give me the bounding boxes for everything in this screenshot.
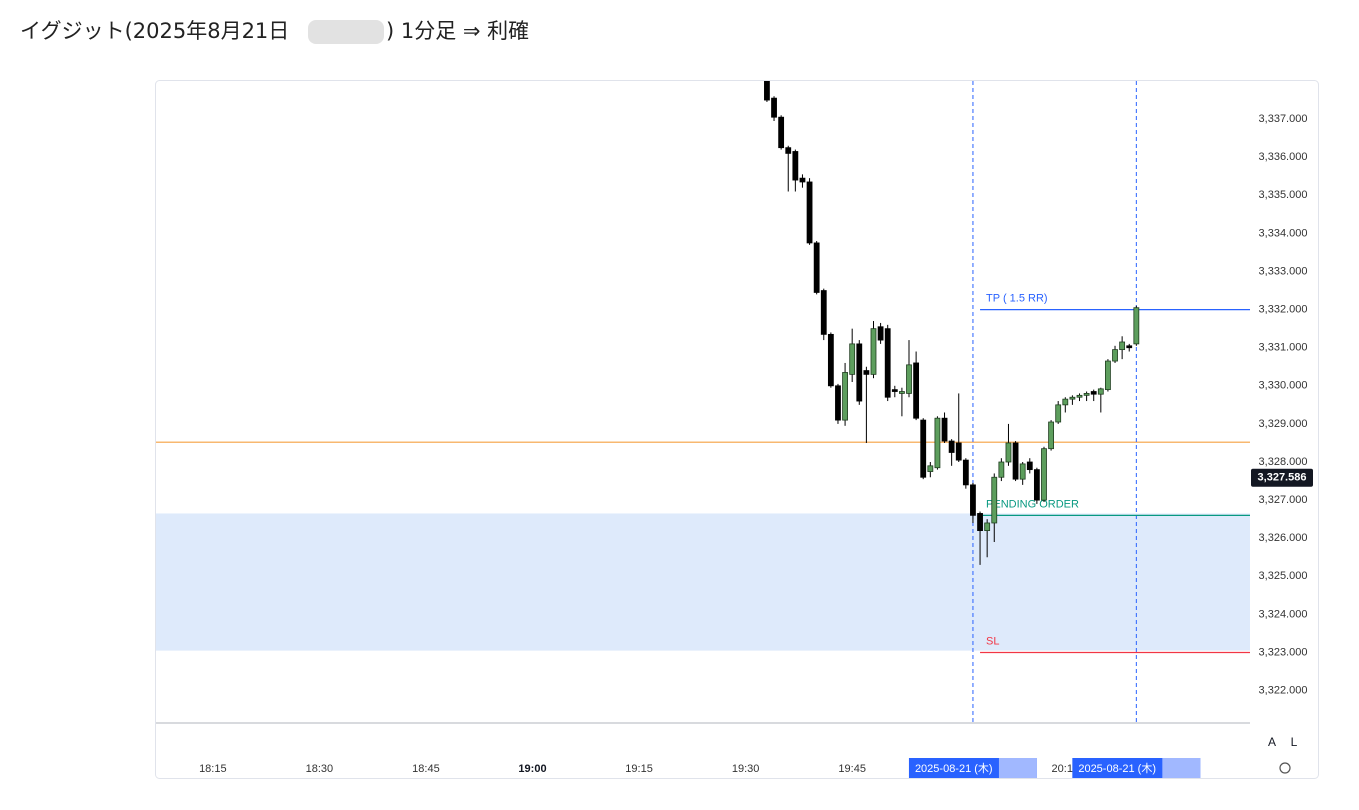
candle-up [1119, 341, 1126, 351]
candle-up [1048, 421, 1054, 450]
candle-down [771, 97, 777, 118]
candle-up [927, 465, 934, 472]
candle-down [835, 385, 841, 421]
y-tick-label: 3,325.000 [1259, 570, 1308, 582]
candle-up [1112, 349, 1118, 362]
order-label: SL [986, 635, 999, 647]
candle-up [1097, 388, 1104, 395]
y-tick-label: 3,322.000 [1259, 685, 1308, 697]
candle-down [785, 147, 792, 154]
candle-down [764, 81, 770, 101]
price-box [1251, 468, 1313, 487]
x-tick-label: 18:15 [199, 763, 227, 775]
y-tick-label: 3,330.000 [1259, 380, 1308, 392]
scale-button[interactable]: A [1268, 735, 1276, 749]
price-label: 3,327.586 [1258, 472, 1307, 484]
order-label: TP ( 1.5 RR) [986, 293, 1048, 305]
candle-down [1126, 345, 1133, 349]
y-tick-label: 3,323.000 [1259, 646, 1308, 658]
x-tick-label: 19:00 [518, 763, 546, 775]
candle-down [962, 459, 969, 486]
candle-down [799, 177, 806, 183]
y-tick-label: 3,324.000 [1259, 608, 1308, 620]
plot: TP ( 1.5 RR) PENDING ORDER SL [156, 81, 1250, 723]
blurred-text [308, 20, 384, 44]
y-tick-label: 3,326.000 [1259, 532, 1308, 544]
candle-up [1062, 398, 1069, 406]
candle-down [913, 362, 920, 419]
candle-up [906, 364, 912, 394]
candle-up [1133, 307, 1140, 345]
candle-down [806, 181, 813, 244]
candle-up [870, 328, 877, 375]
candle-up [1055, 404, 1062, 423]
candle-down [891, 389, 898, 392]
order-label: PENDING ORDER [986, 498, 1079, 510]
candle-down [827, 333, 834, 387]
x-tick-label: 20:15 [1052, 763, 1080, 775]
candle-up [991, 476, 998, 524]
title-right: ) 1分足 ⇒ 利確 [386, 19, 529, 43]
y-tick-label: 3,333.000 [1259, 265, 1308, 277]
zone [156, 513, 1250, 651]
scale-button[interactable]: L [1291, 735, 1298, 749]
x-tick-label: 19:30 [732, 763, 760, 775]
x-tick-label: 19:15 [625, 763, 653, 775]
candle-down [778, 116, 785, 149]
candle-down [955, 442, 962, 461]
y-tick-label: 3,329.000 [1259, 418, 1308, 430]
candle-up [899, 391, 905, 394]
candle-up [1005, 442, 1012, 463]
candle-up [1019, 463, 1026, 480]
candle-down [1026, 461, 1033, 471]
candle-up [849, 343, 856, 375]
candle-down [856, 343, 863, 402]
candle-up [1105, 360, 1111, 391]
y-tick-label: 3,335.000 [1259, 189, 1308, 201]
candle-up [1041, 448, 1047, 501]
candle-up [1076, 394, 1083, 398]
blurred-time [1162, 758, 1201, 778]
candle-down [1090, 391, 1097, 395]
candle-up [984, 522, 991, 531]
blurred-time [998, 758, 1037, 778]
y-tick-label: 3,334.000 [1259, 227, 1308, 239]
candle-down [970, 484, 976, 516]
candle-down [941, 417, 948, 442]
candle-down [877, 326, 884, 341]
x-tick-label: 18:30 [306, 763, 334, 775]
candle-down [863, 370, 870, 375]
candle-down [920, 419, 927, 478]
candle-up [934, 417, 941, 469]
y-tick-label: 3,331.000 [1259, 342, 1308, 354]
candle-down [977, 513, 983, 531]
crosshair-label: 2025-08-21 (木) [915, 762, 993, 775]
candle-up [842, 372, 848, 421]
candle-up [1083, 393, 1090, 396]
settings-icon[interactable] [1279, 762, 1291, 774]
candle-down [792, 151, 799, 181]
y-tick-label: 3,327.000 [1259, 494, 1308, 506]
x-tick-label: 19:45 [838, 763, 866, 775]
candle-down [820, 290, 827, 335]
candle-down [813, 242, 820, 293]
y-tick-label: 3,332.000 [1259, 304, 1308, 316]
candle-up [1069, 396, 1076, 400]
y-tick-label: 3,336.000 [1259, 151, 1308, 163]
crosshair-label: 2025-08-21 (木) [1078, 762, 1156, 775]
candle-down [1033, 469, 1040, 501]
candle-down [948, 440, 955, 453]
x-tick-label: 18:45 [412, 763, 440, 775]
title-left: イグジット(2025年8月21日 [20, 19, 289, 43]
candle-up [998, 461, 1005, 478]
candle-down [1012, 442, 1019, 480]
chart-frame [155, 80, 1319, 779]
y-tick-label: 3,337.000 [1259, 113, 1308, 125]
candle-down [884, 328, 891, 398]
y-tick-label: 3,328.000 [1259, 456, 1308, 468]
